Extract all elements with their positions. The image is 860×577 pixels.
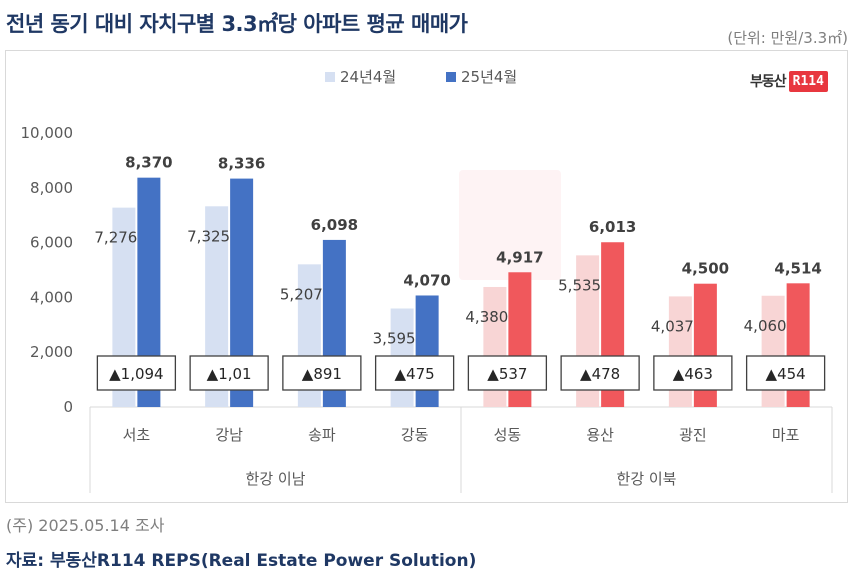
bar-curr bbox=[230, 178, 254, 407]
change-box bbox=[96, 355, 177, 391]
legend-swatch-prev bbox=[325, 72, 335, 82]
data-label-curr: 4,917 bbox=[496, 248, 543, 266]
group-label: 한강 이북 bbox=[617, 470, 677, 488]
logo-text: 부동산 bbox=[750, 74, 787, 90]
x-category-label: 광진 bbox=[679, 426, 707, 444]
x-category-label: 송파 bbox=[308, 426, 336, 444]
change-label: ▲1,094 bbox=[109, 365, 163, 383]
legend-label-prev: 24년4월 bbox=[340, 68, 396, 86]
change-box bbox=[282, 355, 362, 391]
chart-frame bbox=[5, 50, 848, 503]
y-tick-label: 10,000 bbox=[21, 124, 74, 142]
y-tick-label: 2,000 bbox=[30, 343, 73, 361]
x-category-label: 용산 bbox=[586, 426, 614, 444]
data-label-curr: 4,070 bbox=[403, 271, 450, 289]
change-label: ▲891 bbox=[302, 365, 342, 383]
data-label-prev: 7,325 bbox=[187, 227, 230, 245]
change-label: ▲463 bbox=[673, 365, 713, 383]
change-label: ▲454 bbox=[766, 365, 806, 383]
y-tick-label: 8,000 bbox=[30, 179, 73, 197]
data-label-prev: 4,037 bbox=[651, 317, 694, 335]
data-label-prev: 7,276 bbox=[94, 229, 137, 247]
r114-logo: 부동산 R114 bbox=[750, 68, 828, 94]
data-label-prev: 4,380 bbox=[465, 308, 508, 326]
data-label-curr: 8,370 bbox=[125, 154, 172, 172]
change-box bbox=[467, 355, 548, 391]
chart-title: 전년 동기 대비 자치구별 3.3㎡당 아파트 평균 매매가 bbox=[6, 12, 468, 36]
data-label-curr: 4,500 bbox=[682, 260, 729, 278]
x-category-label: 마포 bbox=[772, 426, 800, 444]
y-tick-label: 6,000 bbox=[30, 234, 73, 252]
change-box bbox=[374, 355, 455, 391]
data-label-curr: 8,336 bbox=[218, 155, 265, 173]
data-label-curr: 6,098 bbox=[311, 216, 358, 234]
x-category-label: 서초 bbox=[123, 426, 151, 444]
change-label: ▲537 bbox=[487, 365, 527, 383]
data-label-prev: 3,595 bbox=[373, 329, 416, 347]
data-label-curr: 4,514 bbox=[774, 259, 821, 277]
data-label-prev: 5,535 bbox=[558, 276, 601, 294]
change-box bbox=[745, 355, 826, 391]
change-box bbox=[653, 355, 733, 391]
change-box bbox=[560, 355, 640, 391]
unit-label: (단위: 만원/3.3㎡) bbox=[727, 29, 848, 47]
watermark-logo bbox=[459, 170, 561, 280]
x-category-label: 강남 bbox=[215, 426, 243, 444]
group-label: 한강 이남 bbox=[246, 470, 306, 488]
data-label-curr: 6,013 bbox=[589, 218, 636, 236]
y-tick-label: 0 bbox=[63, 398, 73, 416]
change-label: ▲1,01 bbox=[207, 365, 252, 383]
x-category-label: 강동 bbox=[401, 426, 429, 444]
legend-swatch-curr bbox=[446, 72, 456, 82]
change-label: ▲478 bbox=[580, 365, 620, 383]
x-category-label: 성동 bbox=[494, 426, 522, 444]
y-tick-label: 4,000 bbox=[30, 288, 73, 306]
logo-box: R114 bbox=[788, 70, 828, 92]
source-label: 자료: 부동산R114 REPS(Real Estate Power Solut… bbox=[6, 551, 477, 571]
change-box bbox=[189, 355, 269, 391]
change-label: ▲475 bbox=[395, 365, 435, 383]
data-label-prev: 4,060 bbox=[744, 317, 787, 335]
bar-curr bbox=[137, 177, 161, 407]
legend-label-curr: 25년4월 bbox=[461, 68, 517, 86]
data-label-prev: 5,207 bbox=[280, 285, 323, 303]
survey-note: (주) 2025.05.14 조사 bbox=[6, 516, 165, 535]
